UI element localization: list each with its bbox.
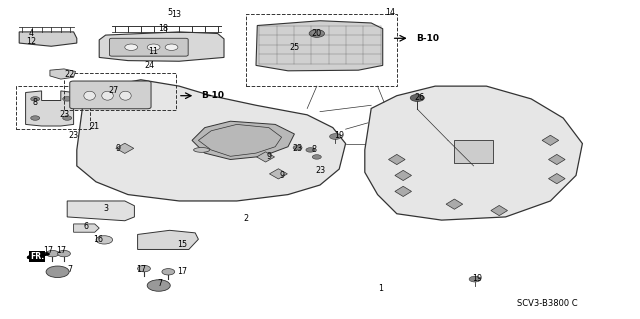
Text: 21: 21 bbox=[90, 122, 100, 130]
Text: 27: 27 bbox=[109, 86, 119, 95]
Text: 9: 9 bbox=[116, 144, 121, 153]
Circle shape bbox=[306, 148, 315, 152]
Text: 18: 18 bbox=[158, 24, 168, 33]
Polygon shape bbox=[116, 143, 134, 153]
Ellipse shape bbox=[193, 147, 210, 152]
Text: 25: 25 bbox=[289, 43, 300, 52]
Circle shape bbox=[125, 44, 138, 50]
Text: 19: 19 bbox=[472, 274, 482, 283]
Polygon shape bbox=[256, 21, 383, 71]
Circle shape bbox=[309, 30, 324, 37]
Polygon shape bbox=[491, 205, 508, 216]
Text: 17: 17 bbox=[136, 265, 146, 274]
Text: 5: 5 bbox=[167, 8, 172, 17]
Text: 8: 8 bbox=[311, 145, 316, 154]
Text: 17: 17 bbox=[177, 267, 188, 276]
Text: 23: 23 bbox=[292, 144, 303, 153]
Circle shape bbox=[63, 116, 72, 120]
Text: 17: 17 bbox=[43, 246, 53, 255]
Text: 1: 1 bbox=[378, 284, 383, 293]
FancyBboxPatch shape bbox=[70, 81, 151, 109]
Polygon shape bbox=[67, 201, 134, 221]
Text: 23: 23 bbox=[68, 131, 79, 140]
Polygon shape bbox=[395, 170, 412, 181]
Circle shape bbox=[63, 97, 72, 101]
Text: SCV3-B3800 C: SCV3-B3800 C bbox=[517, 299, 577, 308]
Polygon shape bbox=[548, 174, 565, 184]
Circle shape bbox=[138, 265, 150, 272]
Text: 23: 23 bbox=[59, 110, 69, 119]
Circle shape bbox=[46, 250, 59, 257]
Text: 9: 9 bbox=[266, 152, 271, 161]
Text: 17: 17 bbox=[56, 246, 66, 255]
Polygon shape bbox=[99, 32, 224, 61]
Circle shape bbox=[162, 269, 175, 275]
Text: 3: 3 bbox=[103, 204, 108, 213]
Circle shape bbox=[410, 94, 424, 101]
Text: 15: 15 bbox=[177, 240, 188, 249]
Circle shape bbox=[31, 116, 40, 120]
Text: 12: 12 bbox=[26, 37, 36, 46]
Text: B-10: B-10 bbox=[416, 34, 439, 43]
Ellipse shape bbox=[120, 91, 131, 100]
Polygon shape bbox=[388, 154, 405, 165]
Polygon shape bbox=[19, 32, 77, 46]
Text: 6: 6 bbox=[84, 222, 89, 231]
Ellipse shape bbox=[102, 91, 113, 100]
Text: 7: 7 bbox=[68, 265, 73, 274]
Circle shape bbox=[293, 145, 302, 150]
Text: 16: 16 bbox=[93, 235, 103, 244]
Text: 19: 19 bbox=[334, 131, 344, 140]
FancyBboxPatch shape bbox=[109, 38, 188, 56]
Polygon shape bbox=[77, 80, 346, 201]
Circle shape bbox=[58, 250, 70, 257]
Circle shape bbox=[147, 280, 170, 291]
Polygon shape bbox=[257, 152, 275, 162]
Text: 7: 7 bbox=[157, 279, 163, 288]
Circle shape bbox=[469, 276, 481, 282]
Polygon shape bbox=[26, 91, 74, 126]
Polygon shape bbox=[269, 169, 287, 179]
Polygon shape bbox=[74, 224, 99, 232]
Text: 24: 24 bbox=[144, 61, 154, 70]
Polygon shape bbox=[50, 69, 76, 79]
Polygon shape bbox=[542, 135, 559, 145]
Circle shape bbox=[31, 97, 40, 101]
Polygon shape bbox=[548, 154, 565, 165]
Text: 14: 14 bbox=[385, 8, 396, 17]
Circle shape bbox=[147, 44, 160, 50]
Text: FR.: FR. bbox=[30, 252, 44, 261]
Circle shape bbox=[46, 266, 69, 278]
Text: 9: 9 bbox=[279, 171, 284, 180]
Circle shape bbox=[312, 155, 321, 159]
Ellipse shape bbox=[84, 91, 95, 100]
Text: 13: 13 bbox=[171, 10, 181, 19]
Text: B-10: B-10 bbox=[202, 91, 225, 100]
Text: 8: 8 bbox=[33, 98, 38, 107]
Polygon shape bbox=[365, 86, 582, 220]
Polygon shape bbox=[454, 140, 493, 163]
Text: 11: 11 bbox=[148, 47, 159, 56]
Circle shape bbox=[96, 236, 113, 244]
Polygon shape bbox=[138, 230, 198, 249]
Polygon shape bbox=[446, 199, 463, 209]
Text: 23: 23 bbox=[315, 166, 325, 175]
Polygon shape bbox=[192, 121, 294, 160]
Text: 2: 2 bbox=[244, 214, 249, 223]
Circle shape bbox=[330, 134, 341, 139]
Text: 22: 22 bbox=[64, 70, 74, 78]
Text: 26: 26 bbox=[414, 93, 424, 102]
Text: 4: 4 bbox=[28, 29, 33, 38]
Text: 20: 20 bbox=[312, 29, 322, 38]
Polygon shape bbox=[395, 186, 412, 197]
Circle shape bbox=[165, 44, 178, 50]
